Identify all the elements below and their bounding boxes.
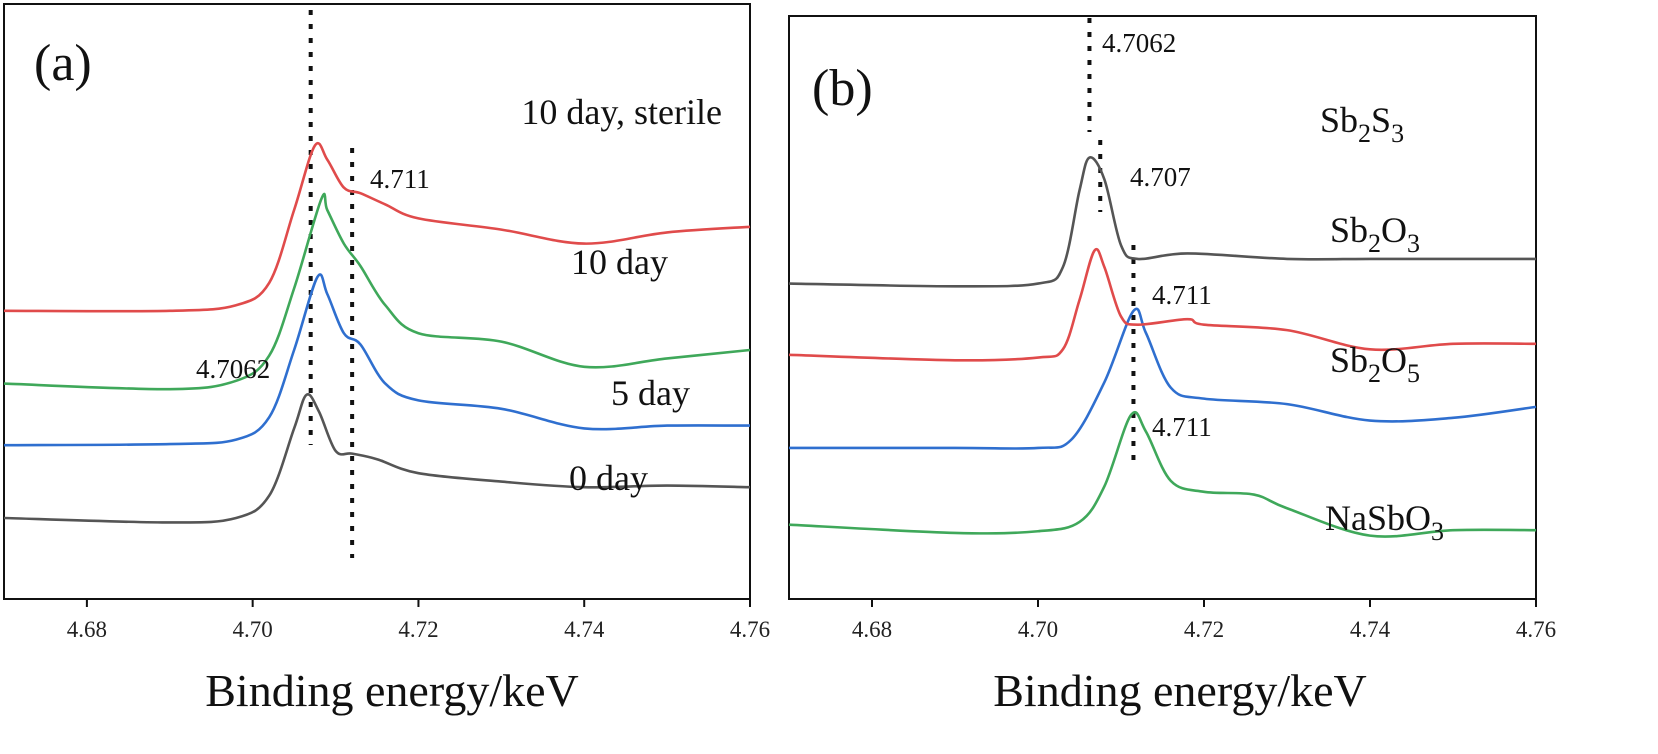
series-label-10-day-sterile: 10 day, sterile bbox=[521, 92, 722, 132]
panel-a-annotation-4-711: 4.711 bbox=[370, 164, 430, 194]
panel-a-frame bbox=[3, 3, 751, 600]
sb2o3-sub1: 2 bbox=[1368, 229, 1381, 258]
series-line-sb2o3 bbox=[788, 248, 1537, 362]
panel-b-x-axis-title: Binding energy/keV bbox=[993, 665, 1366, 716]
series-label-10-day: 10 day bbox=[571, 242, 668, 282]
sb2o3-base: Sb bbox=[1330, 210, 1368, 250]
series-line-10-day-sterile bbox=[3, 141, 751, 313]
sb2s3-base: Sb bbox=[1320, 100, 1358, 140]
panel-b-reference-lines bbox=[1087, 18, 1136, 462]
series-line-sb2s3 bbox=[788, 156, 1536, 288]
series-label-sb2o5: Sb2O5 bbox=[1330, 340, 1420, 388]
series-label-nasbo3: NaSbO3 bbox=[1325, 498, 1444, 546]
sb2s3-sub1: 2 bbox=[1358, 119, 1371, 148]
series-label-5-day: 5 day bbox=[611, 373, 690, 413]
sb2o5-mid: O bbox=[1381, 340, 1407, 380]
series-line-5-day bbox=[3, 273, 751, 447]
panel-b-series bbox=[788, 156, 1537, 538]
panel-b-x-ticks: 4.68 4.70 4.72 4.74 4.76 bbox=[852, 599, 1556, 642]
panel-b-annotation-4-711-lower: 4.711 bbox=[1152, 412, 1212, 442]
panel-b-annotation-4-711-upper: 4.711 bbox=[1152, 280, 1212, 310]
sb2s3-mid: S bbox=[1371, 100, 1391, 140]
panel-b-annotation-4-7062: 4.7062 bbox=[1102, 28, 1176, 58]
sb2o3-sub2: 3 bbox=[1407, 229, 1420, 258]
series-line-nasbo3 bbox=[788, 410, 1537, 538]
panel-a-x-tick-label-4-70: 4.70 bbox=[233, 617, 273, 642]
series-label-sb2s3: Sb2S3 bbox=[1320, 100, 1404, 148]
panel-b-frame bbox=[788, 15, 1537, 600]
panel-b-x-tick-label-4-76: 4.76 bbox=[1516, 617, 1556, 642]
sb2o5-sub1: 2 bbox=[1368, 359, 1381, 388]
panel-a-x-ticks: 4.68 4.70 4.72 4.74 4.76 bbox=[67, 599, 770, 642]
series-line-sb2o5 bbox=[789, 307, 1537, 450]
sb2s3-sub2: 3 bbox=[1391, 119, 1404, 148]
panel-a-x-tick-label-4-68: 4.68 bbox=[67, 617, 107, 642]
nasbo3-base: NaSbO bbox=[1325, 498, 1431, 538]
panel-b-x-tick-label-4-74: 4.74 bbox=[1350, 617, 1391, 642]
panel-a-reference-lines bbox=[308, 10, 355, 558]
panel-a-x-tick-label-4-72: 4.72 bbox=[398, 617, 438, 642]
sb2o5-base: Sb bbox=[1330, 340, 1368, 380]
sb2o5-sub2: 5 bbox=[1407, 359, 1420, 388]
panel-a-x-tick-label-4-74: 4.74 bbox=[564, 617, 605, 642]
panel-b-x-tick-label-4-72: 4.72 bbox=[1184, 617, 1224, 642]
nasbo3-sub1: 3 bbox=[1431, 517, 1444, 546]
panel-a-series bbox=[3, 141, 751, 524]
panel-a-x-axis-title: Binding energy/keV bbox=[205, 665, 578, 716]
panel-b-annotation-4-707: 4.707 bbox=[1130, 162, 1191, 192]
panel-b-label: (b) bbox=[812, 60, 873, 117]
panel-b-x-tick-label-4-68: 4.68 bbox=[852, 617, 892, 642]
series-label-0-day: 0 day bbox=[569, 458, 648, 498]
series-label-sb2o3: Sb2O3 bbox=[1330, 210, 1420, 258]
series-line-0-day bbox=[3, 393, 751, 524]
sb2o3-mid: O bbox=[1381, 210, 1407, 250]
panel-b-x-tick-label-4-70: 4.70 bbox=[1018, 617, 1058, 642]
panel-a-label: (a) bbox=[34, 35, 92, 92]
panel-a-annotation-4-7062: 4.7062 bbox=[196, 354, 270, 384]
panel-a-x-tick-label-4-76: 4.76 bbox=[730, 617, 770, 642]
series-line-10-day bbox=[3, 192, 751, 391]
